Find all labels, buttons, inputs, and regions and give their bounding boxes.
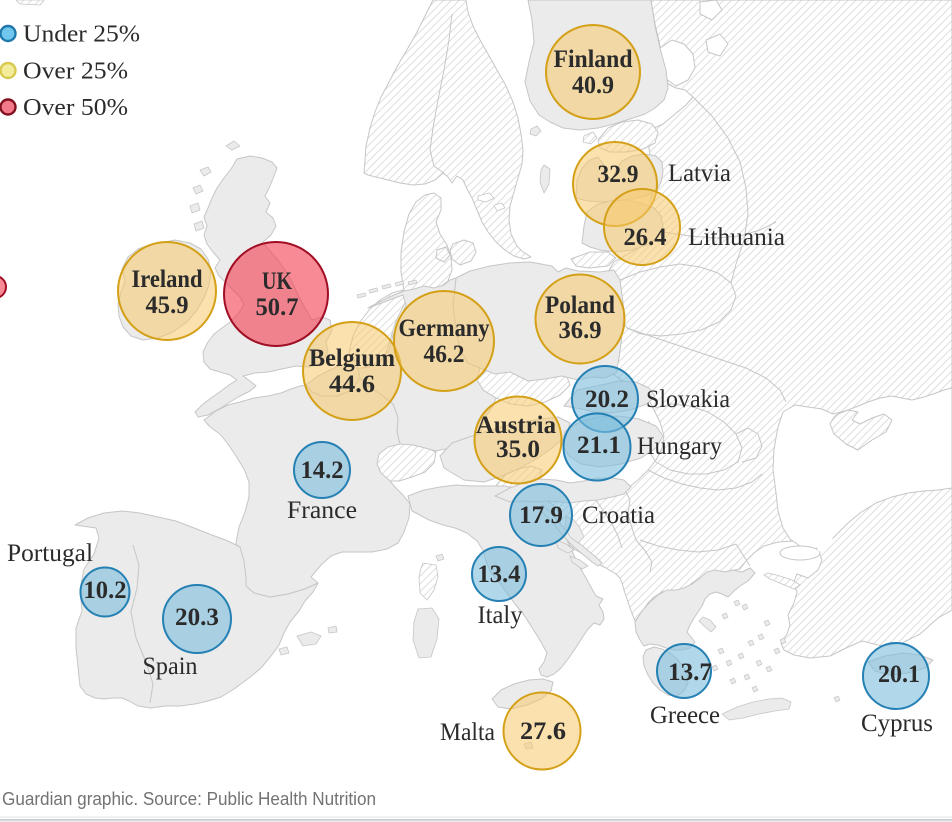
svg-text:Italy: Italy — [478, 602, 523, 629]
svg-text:Lithuania: Lithuania — [688, 224, 785, 251]
svg-text:Over 50%: Over 50% — [23, 95, 128, 121]
svg-text:Latvia: Latvia — [668, 160, 731, 187]
svg-text:Ireland: Ireland — [132, 266, 203, 293]
svg-text:20.1: 20.1 — [878, 661, 920, 688]
svg-text:Portugal: Portugal — [7, 540, 93, 567]
svg-text:Poland: Poland — [545, 292, 615, 319]
svg-text:Spain: Spain — [143, 653, 198, 680]
svg-text:France: France — [287, 497, 357, 524]
svg-text:Cyprus: Cyprus — [861, 710, 933, 737]
svg-text:50.7: 50.7 — [256, 294, 299, 321]
svg-text:27.6: 27.6 — [520, 718, 566, 745]
svg-text:Slovakia: Slovakia — [646, 386, 730, 413]
svg-text:Under 25%: Under 25% — [23, 22, 140, 48]
svg-text:46.2: 46.2 — [424, 341, 465, 368]
svg-text:Croatia: Croatia — [582, 502, 655, 529]
svg-text:Belgium: Belgium — [309, 345, 395, 372]
svg-text:13.4: 13.4 — [478, 561, 521, 588]
svg-text:Austria: Austria — [476, 412, 556, 439]
svg-text:20.3: 20.3 — [175, 604, 219, 631]
svg-text:13.7: 13.7 — [668, 659, 712, 686]
svg-text:UK: UK — [262, 268, 292, 295]
svg-text:Malta: Malta — [440, 719, 495, 746]
svg-text:26.4: 26.4 — [624, 224, 667, 251]
svg-text:Finland: Finland — [554, 46, 633, 73]
svg-text:Over 25%: Over 25% — [23, 59, 128, 85]
svg-text:Germany: Germany — [399, 315, 490, 342]
svg-text:21.1: 21.1 — [577, 432, 621, 459]
svg-text:36.9: 36.9 — [559, 317, 602, 344]
svg-text:45.9: 45.9 — [146, 292, 189, 319]
svg-text:Greece: Greece — [650, 702, 720, 729]
svg-text:35.0: 35.0 — [496, 436, 540, 463]
svg-text:44.6: 44.6 — [329, 371, 375, 398]
svg-text:10.2: 10.2 — [84, 577, 127, 604]
svg-text:14.2: 14.2 — [301, 457, 344, 484]
svg-text:20.2: 20.2 — [585, 386, 629, 413]
svg-text:40.9: 40.9 — [572, 72, 614, 99]
svg-text:17.9: 17.9 — [519, 502, 563, 529]
svg-text:Guardian graphic. Source: Publ: Guardian graphic. Source: Public Health … — [2, 789, 376, 809]
svg-text:Hungary: Hungary — [637, 433, 722, 460]
svg-text:32.9: 32.9 — [598, 161, 639, 188]
